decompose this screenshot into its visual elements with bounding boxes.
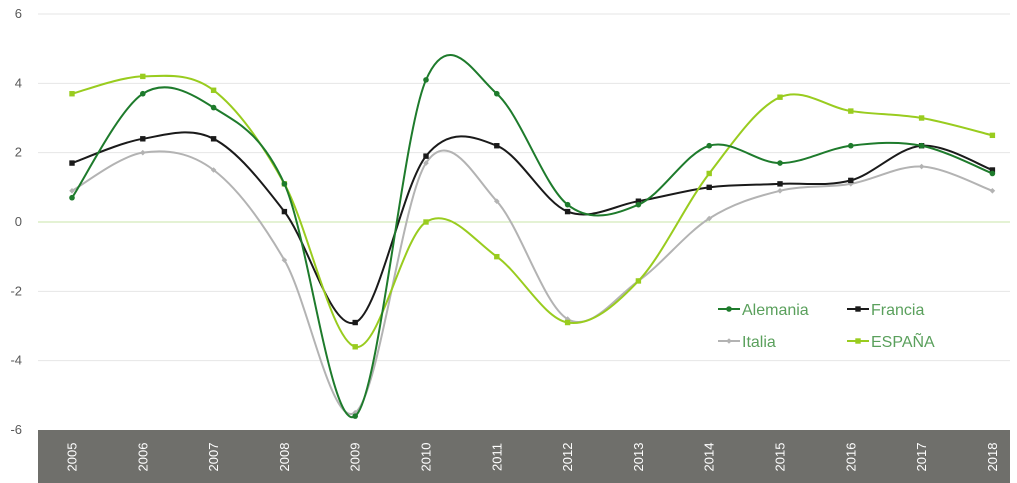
x-tick-label: 2009 [348, 443, 363, 472]
data-point-espa-a-2014 [706, 170, 712, 177]
x-tick-label: 2007 [206, 443, 221, 472]
data-point-francia-2018 [989, 167, 996, 173]
x-tick-label: 2017 [914, 443, 929, 472]
y-tick-label: -2 [10, 283, 22, 298]
series-line-espa-a [71, 74, 993, 348]
data-point-francia-2011 [494, 143, 500, 149]
data-point-alemania-2007 [210, 104, 217, 111]
data-point-italia-2007 [210, 167, 217, 173]
data-point-italia-2017 [918, 163, 925, 170]
series-group [69, 53, 996, 419]
legend-label-francia: Francia [871, 302, 924, 319]
legend-swatch-marker [726, 338, 732, 344]
series-line-italia [71, 149, 993, 416]
legend-item-francia: Francia [847, 302, 924, 319]
series-alemania [69, 53, 996, 419]
data-point-francia-2010 [423, 153, 429, 159]
x-axis: 2005 2006 2007 2008 2009 2010 2011 2012 2013 2014… [65, 443, 1000, 472]
data-point-italia-2009 [352, 409, 358, 416]
data-point-italia-2015 [777, 188, 783, 194]
series-espa-a [69, 73, 996, 350]
y-tick-label: 0 [15, 214, 22, 229]
x-tick-label: 2013 [631, 443, 646, 472]
data-point-italia-2010 [423, 160, 429, 166]
data-point-espa-a-2018 [989, 132, 996, 139]
data-point-espa-a-2005 [69, 91, 75, 97]
data-point-espa-a-2017 [918, 115, 925, 121]
data-point-alemania-2017 [918, 142, 925, 149]
x-tick-label: 2008 [277, 443, 292, 472]
legend-item-alemania: Alemania [718, 302, 809, 319]
x-tick-label: 2012 [560, 443, 575, 472]
legend-label-espa-a: ESPAÑA [871, 331, 935, 351]
data-point-francia-2008 [281, 208, 288, 215]
data-point-alemania-2011 [494, 90, 500, 97]
x-tick-label: 2011 [489, 443, 504, 471]
data-point-francia-2015 [777, 181, 783, 187]
y-axis: 6 4 2 0 -2 -4 -6 [10, 6, 22, 437]
data-point-italia-2008 [281, 257, 288, 263]
x-tick-label: 2006 [135, 443, 150, 472]
data-point-espa-a-2012 [564, 319, 571, 326]
data-point-francia-2006 [140, 136, 146, 142]
data-point-espa-a-2006 [140, 73, 146, 80]
y-tick-label: 2 [15, 145, 22, 160]
data-point-italia-2005 [69, 188, 75, 194]
data-point-espa-a-2011 [494, 253, 500, 260]
legend-swatch-marker [855, 306, 861, 312]
series-line-alemania [71, 53, 993, 419]
data-point-francia-2007 [210, 136, 217, 142]
x-tick-label: 2005 [65, 443, 80, 472]
x-tick-label: 2014 [702, 443, 717, 472]
data-point-alemania-2005 [69, 194, 75, 201]
legend-label-italia: Italia [742, 334, 776, 351]
data-point-espa-a-2015 [777, 94, 783, 100]
data-point-espa-a-2013 [635, 278, 642, 284]
data-point-alemania-2006 [140, 90, 146, 97]
x-axis-band [38, 430, 1010, 483]
x-tick-label: 2010 [419, 443, 434, 472]
data-point-espa-a-2016 [848, 108, 854, 114]
data-point-alemania-2009 [352, 413, 359, 419]
x-tick-label: 2018 [985, 443, 1000, 472]
x-tick-label: 2016 [843, 443, 858, 472]
x-tick-label: 2015 [773, 443, 788, 472]
y-tick-label: -4 [10, 353, 22, 368]
legend-swatch-marker [855, 338, 861, 344]
legend-item-espa-a: ESPAÑA [847, 331, 935, 351]
data-point-francia-2016 [848, 177, 854, 184]
data-point-alemania-2008 [281, 181, 288, 187]
y-tick-label: -6 [10, 422, 22, 437]
data-point-italia-2018 [989, 188, 996, 194]
series-francia [69, 131, 996, 326]
legend-item-italia: Italia [718, 334, 776, 351]
data-point-alemania-2016 [848, 142, 854, 149]
data-point-espa-a-2009 [352, 344, 358, 350]
data-point-alemania-2012 [564, 201, 571, 208]
legend-label-alemania: Alemania [742, 302, 809, 319]
data-point-espa-a-2010 [423, 219, 429, 225]
data-point-italia-2014 [706, 215, 712, 222]
data-point-francia-2005 [69, 160, 75, 166]
data-point-espa-a-2007 [210, 87, 217, 93]
data-point-francia-2014 [706, 184, 712, 191]
y-tick-label: 6 [15, 6, 22, 21]
data-point-italia-2006 [140, 149, 146, 156]
data-point-francia-2009 [352, 319, 358, 326]
series-italia [69, 149, 996, 416]
data-point-alemania-2013 [635, 201, 642, 208]
legend-swatch-marker [726, 306, 732, 312]
y-tick-label: 4 [15, 75, 22, 90]
gridlines [38, 13, 1010, 362]
data-point-alemania-2015 [777, 160, 783, 166]
data-point-alemania-2014 [706, 142, 712, 149]
data-point-alemania-2018 [989, 170, 996, 177]
data-point-alemania-2010 [423, 77, 429, 83]
data-point-francia-2013 [635, 198, 642, 204]
legend: Alemania Francia Italia ESPAÑA [718, 302, 935, 351]
data-point-italia-2011 [494, 198, 500, 204]
data-point-francia-2012 [564, 208, 571, 215]
